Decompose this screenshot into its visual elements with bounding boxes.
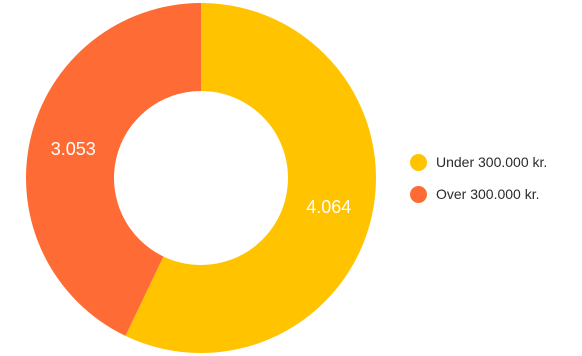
slice-over[interactable]	[26, 3, 201, 336]
legend: Under 300.000 kr. Over 300.000 kr.	[410, 152, 547, 216]
slice-label-over: 3.053	[51, 139, 96, 159]
legend-item-over[interactable]: Over 300.000 kr.	[410, 184, 547, 204]
slice-under[interactable]	[125, 2, 377, 354]
legend-label-under: Under 300.000 kr.	[436, 154, 548, 170]
legend-label-over: Over 300.000 kr.	[436, 186, 540, 202]
slices-group	[26, 2, 377, 354]
legend-swatch-over	[410, 185, 427, 203]
slice-label-under: 4.064	[306, 197, 351, 217]
legend-item-under[interactable]: Under 300.000 kr.	[410, 152, 547, 172]
legend-swatch-under	[410, 153, 427, 171]
slice-labels-group: 4.064 3.053	[51, 139, 352, 217]
